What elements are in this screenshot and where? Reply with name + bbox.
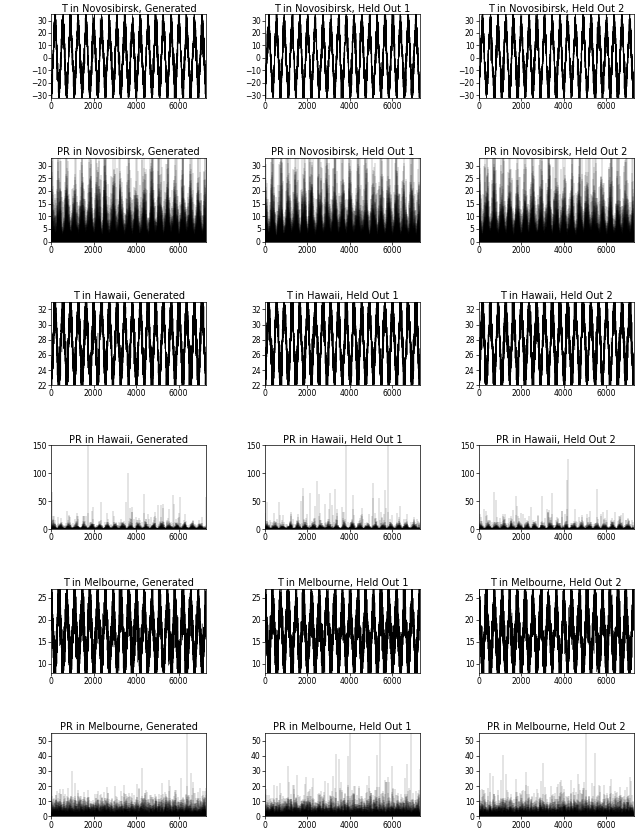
Title: T in Hawaii, Held Out 2: T in Hawaii, Held Out 2	[500, 291, 612, 301]
Title: T in Melbourne, Generated: T in Melbourne, Generated	[63, 579, 194, 588]
Title: PR in Novosibirsk, Held Out 2: PR in Novosibirsk, Held Out 2	[484, 147, 628, 157]
Title: T in Melbourne, Held Out 2: T in Melbourne, Held Out 2	[490, 579, 622, 588]
Title: PR in Novosibirsk, Generated: PR in Novosibirsk, Generated	[58, 147, 200, 157]
Title: PR in Melbourne, Held Out 1: PR in Melbourne, Held Out 1	[273, 722, 412, 732]
Title: T in Novosibirsk, Generated: T in Novosibirsk, Generated	[61, 3, 196, 13]
Title: T in Hawaii, Held Out 1: T in Hawaii, Held Out 1	[286, 291, 399, 301]
Title: PR in Hawaii, Held Out 1: PR in Hawaii, Held Out 1	[283, 434, 402, 444]
Title: T in Hawaii, Generated: T in Hawaii, Generated	[73, 291, 185, 301]
Title: PR in Hawaii, Held Out 2: PR in Hawaii, Held Out 2	[496, 434, 616, 444]
Title: T in Melbourne, Held Out 1: T in Melbourne, Held Out 1	[276, 579, 408, 588]
Title: T in Novosibirsk, Held Out 2: T in Novosibirsk, Held Out 2	[488, 3, 625, 13]
Title: PR in Novosibirsk, Held Out 1: PR in Novosibirsk, Held Out 1	[271, 147, 414, 157]
Title: PR in Hawaii, Generated: PR in Hawaii, Generated	[69, 434, 188, 444]
Title: T in Novosibirsk, Held Out 1: T in Novosibirsk, Held Out 1	[275, 3, 410, 13]
Title: PR in Melbourne, Held Out 2: PR in Melbourne, Held Out 2	[487, 722, 625, 732]
Title: PR in Melbourne, Generated: PR in Melbourne, Generated	[60, 722, 198, 732]
